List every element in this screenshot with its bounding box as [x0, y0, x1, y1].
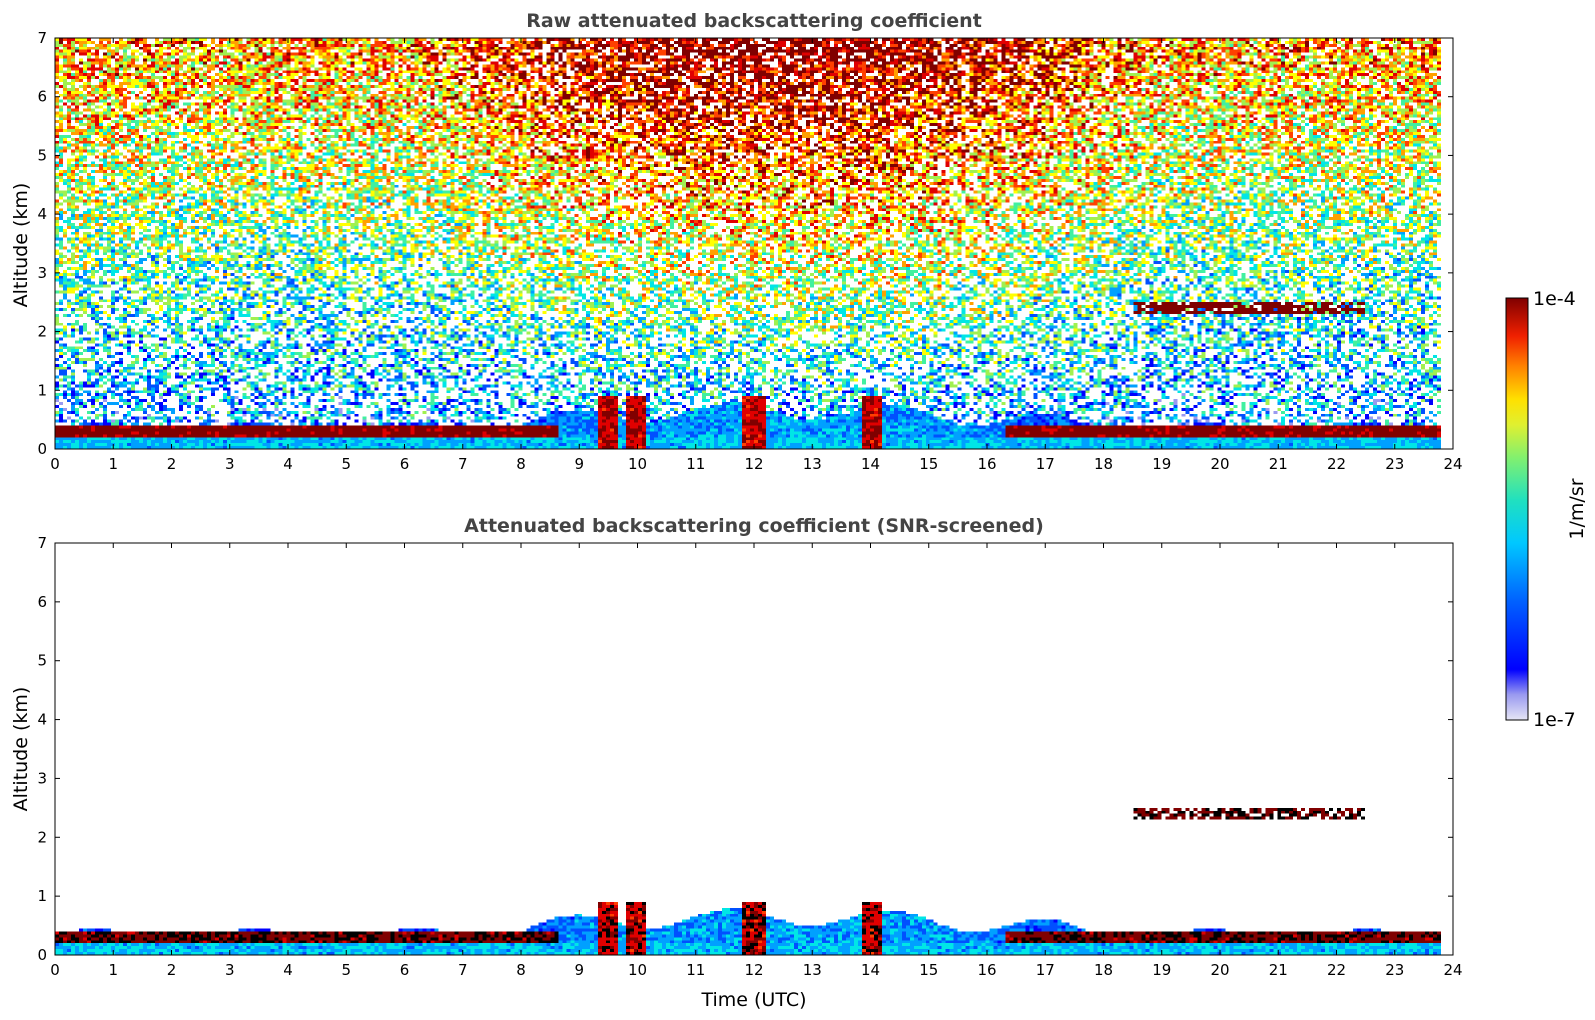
y-tick-label: 6 — [37, 88, 47, 106]
y-tick-label: 7 — [37, 29, 47, 47]
colorbar: 1e-4 1e-7 1/m/sr — [1505, 288, 1588, 731]
x-tick-label: 24 — [1443, 961, 1462, 979]
y-tick-label: 4 — [37, 205, 47, 223]
y-tick-label: 6 — [37, 593, 47, 611]
x-tick-label: 17 — [1036, 455, 1055, 473]
heatmap-image — [55, 543, 1453, 955]
x-tick-label: 0 — [50, 961, 60, 979]
heatmap-image — [55, 38, 1453, 449]
x-tick-label: 2 — [167, 961, 177, 979]
colorbar-unit-label: 1/m/sr — [1566, 478, 1588, 539]
y-tick-label: 2 — [37, 323, 47, 341]
y-tick-label: 3 — [37, 769, 47, 787]
colorbar-gradient — [1505, 297, 1529, 721]
x-tick-label: 19 — [1152, 455, 1171, 473]
x-tick-label: 15 — [919, 961, 938, 979]
panel-snr-y-ticks: 0 1 2 3 4 5 6 7 — [37, 534, 1453, 964]
y-tick-label: 0 — [37, 440, 47, 458]
panel-raw-heatmap — [55, 38, 1453, 449]
x-tick-label: 14 — [861, 961, 880, 979]
x-tick-label: 18 — [1094, 961, 1113, 979]
x-tick-label: 12 — [744, 961, 763, 979]
x-tick-label: 18 — [1094, 455, 1113, 473]
x-tick-label: 21 — [1269, 961, 1288, 979]
x-tick-label: 19 — [1152, 961, 1171, 979]
x-tick-label: 6 — [400, 455, 410, 473]
y-tick-label: 7 — [37, 534, 47, 552]
x-tick-label: 15 — [919, 455, 938, 473]
x-tick-label: 3 — [225, 455, 235, 473]
panel-raw-y-ticks: 0 1 2 3 4 5 6 7 — [37, 29, 1453, 458]
colorbar-min-label: 1e-7 — [1533, 709, 1576, 731]
x-tick-label: 10 — [628, 961, 647, 979]
x-tick-label: 9 — [574, 961, 584, 979]
x-tick-label: 1 — [108, 961, 118, 979]
x-tick-label: 8 — [516, 455, 526, 473]
x-tick-label: 13 — [803, 455, 822, 473]
x-tick-label: 6 — [400, 961, 410, 979]
panel-raw: Raw attenuated backscattering coefficien… — [10, 10, 1463, 473]
x-tick-label: 11 — [686, 961, 705, 979]
x-tick-label: 17 — [1036, 961, 1055, 979]
x-tick-label: 1 — [108, 455, 118, 473]
y-tick-label: 4 — [37, 711, 47, 729]
x-tick-label: 12 — [744, 455, 763, 473]
y-tick-label: 5 — [37, 652, 47, 670]
x-tick-label: 14 — [861, 455, 880, 473]
x-tick-label: 22 — [1327, 961, 1346, 979]
y-tick-label: 0 — [37, 946, 47, 964]
x-tick-label: 16 — [977, 455, 996, 473]
x-tick-label: 5 — [341, 455, 351, 473]
x-tick-label: 7 — [458, 961, 468, 979]
panel-snr: Attenuated backscattering coefficient (S… — [10, 515, 1463, 1011]
x-tick-label: 21 — [1269, 455, 1288, 473]
panel-snr-xlabel: Time (UTC) — [700, 989, 806, 1011]
panel-raw-x-ticks: 0 1 2 3 4 5 6 7 8 9 10 11 12 13 14 15 16 17 18 19 20 21 22 23 24 — [50, 38, 1463, 473]
x-tick-label: 7 — [458, 455, 468, 473]
panel-snr-heatmap — [55, 543, 1453, 955]
x-tick-label: 22 — [1327, 455, 1346, 473]
panel-raw-ylabel: Altitude (km) — [10, 183, 32, 308]
y-tick-label: 2 — [37, 828, 47, 846]
y-tick-label: 3 — [37, 264, 47, 282]
x-tick-label: 10 — [628, 455, 647, 473]
x-tick-label: 11 — [686, 455, 705, 473]
x-tick-label: 24 — [1443, 455, 1462, 473]
y-tick-label: 1 — [37, 887, 47, 905]
x-tick-label: 4 — [283, 961, 293, 979]
x-tick-label: 20 — [1210, 961, 1229, 979]
x-tick-label: 3 — [225, 961, 235, 979]
colorbar-max-label: 1e-4 — [1533, 288, 1576, 310]
x-tick-label: 2 — [167, 455, 177, 473]
y-tick-label: 1 — [37, 381, 47, 399]
x-tick-label: 13 — [803, 961, 822, 979]
x-tick-label: 16 — [977, 961, 996, 979]
x-tick-label: 4 — [283, 455, 293, 473]
panel-snr-ylabel: Altitude (km) — [10, 687, 32, 812]
x-tick-label: 8 — [516, 961, 526, 979]
x-tick-label: 23 — [1385, 961, 1404, 979]
x-tick-label: 0 — [50, 455, 60, 473]
x-tick-label: 20 — [1210, 455, 1229, 473]
x-tick-label: 9 — [574, 455, 584, 473]
y-tick-label: 5 — [37, 146, 47, 164]
x-tick-label: 5 — [341, 961, 351, 979]
x-tick-label: 23 — [1385, 455, 1404, 473]
panel-snr-x-ticks: 0 1 2 3 4 5 6 7 8 9 10 11 12 13 14 15 16 17 18 19 20 21 22 23 24 — [50, 543, 1463, 979]
panel-raw-title: Raw attenuated backscattering coefficien… — [526, 10, 982, 32]
panel-snr-title: Attenuated backscattering coefficient (S… — [464, 515, 1044, 537]
